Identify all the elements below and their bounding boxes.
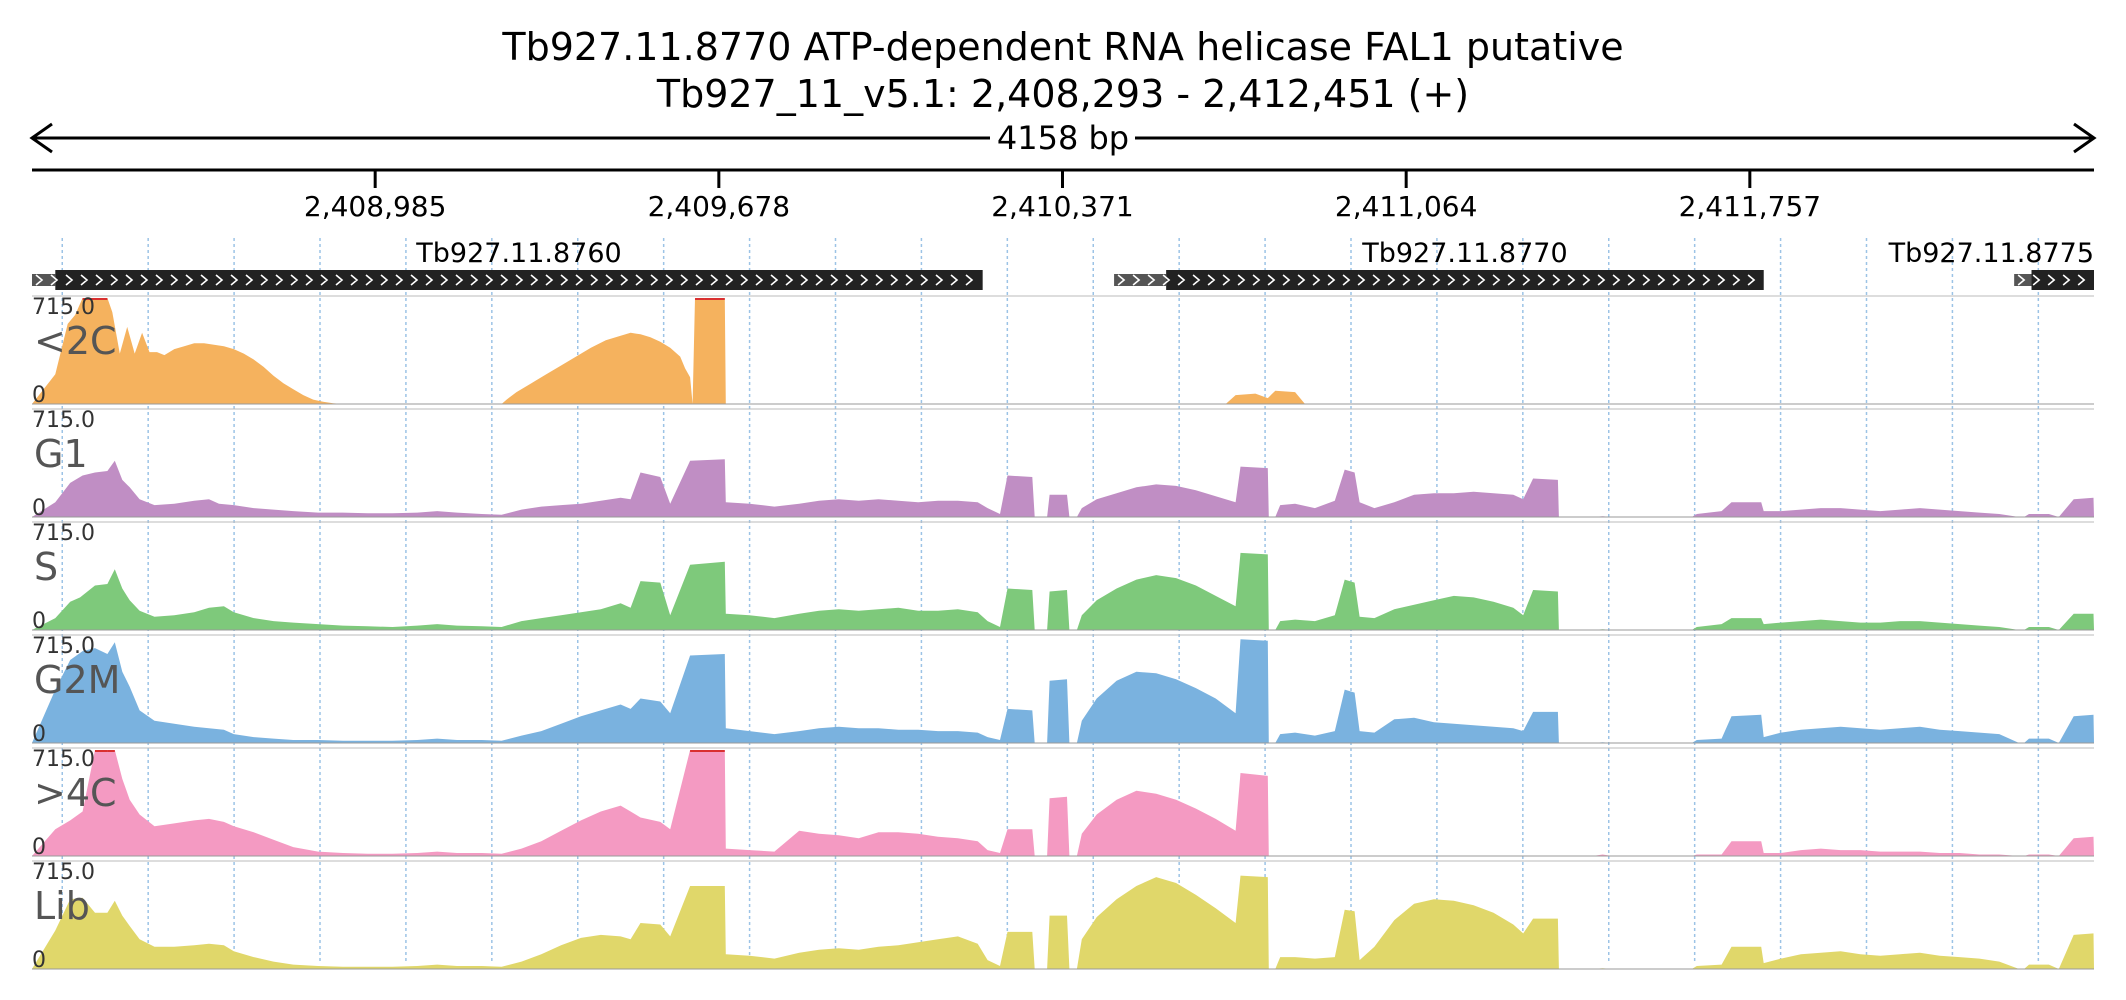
track-max-label: 715.0 [32,747,95,772]
gene-label: Tb927.11.8760 [415,238,621,269]
coverage-track-4: 715.0 0 G2M [32,634,2094,747]
track-name-label: G2M [34,658,120,702]
track-name-label: >4C [34,771,117,815]
gene-body [1166,270,1764,290]
strand-arrow-icon [1117,274,1756,286]
ruler-tick-label: 2,408,985 [304,190,447,223]
arrow-left-icon [29,122,53,154]
track-min-label: 0 [32,383,46,408]
coverage-area [32,298,2094,404]
track-name-label: Lib [34,884,90,928]
gene-body [55,270,983,290]
ruler-tick-label: 2,411,757 [1679,190,1822,223]
span-length-label: 4158 bp [997,119,1129,157]
track-min-label: 0 [32,609,46,634]
coverage-area [32,750,2094,856]
track-max-label: 715.0 [32,634,95,659]
coordinate-ruler: 2,408,985 2,409,678 2,410,371 2,411,064 2,41… [32,168,2094,223]
track-max-label: 715.0 [32,521,95,546]
coverage-track-2: 715.0 0 G1 [32,408,2094,521]
coverage-area [32,552,2094,630]
track-max-label: 715.0 [32,408,95,433]
track-min-label: 0 [32,835,46,860]
track-min-label: 0 [32,948,46,973]
span-arrow: 4158 bp [29,119,2097,157]
gene-label: Tb927.11.8770 [1361,238,1567,269]
ruler-tick-label: 2,409,678 [648,190,791,223]
ruler-tick-label: 2,411,064 [1335,190,1478,223]
track-name-label: G1 [34,432,88,476]
coverage-area [32,459,2094,517]
coverage-track-1: 715.0 0 <2C [32,295,2094,408]
track-name-label: S [34,545,58,589]
track-name-label: <2C [34,319,117,363]
gene-annotation-track: Tb927.11.8760 Tb927.11.8770 Tb927.11.8775 [32,238,2094,290]
coverage-area [32,639,2094,743]
coverage-track-3: 715.0 0 S [32,521,2094,634]
track-max-label: 715.0 [32,295,95,320]
arrow-right-icon [2073,122,2097,154]
chart-title: Tb927.11.8770 ATP-dependent RNA helicase… [501,25,1623,69]
track-max-label: 715.0 [32,860,95,885]
locus-subtitle: Tb927_11_v5.1: 2,408,293 - 2,412,451 (+) [656,72,1469,116]
coverage-track-6: 715.0 0 Lib [32,860,2094,973]
strand-arrow-icon [35,274,974,286]
track-min-label: 0 [32,496,46,521]
coverage-track-5: 715.0 0 >4C [32,747,2094,860]
strand-arrow-icon [2017,274,2086,286]
ruler-tick-label: 2,410,371 [991,190,1134,223]
track-min-label: 0 [32,722,46,747]
coverage-area [32,875,2094,969]
coverage-tracks: 715.00<2C715.00G1715.00S715.00G2M715.00>… [32,295,2094,973]
gene-utr [2014,274,2032,286]
gene-label: Tb927.11.8775 [1888,238,2094,269]
